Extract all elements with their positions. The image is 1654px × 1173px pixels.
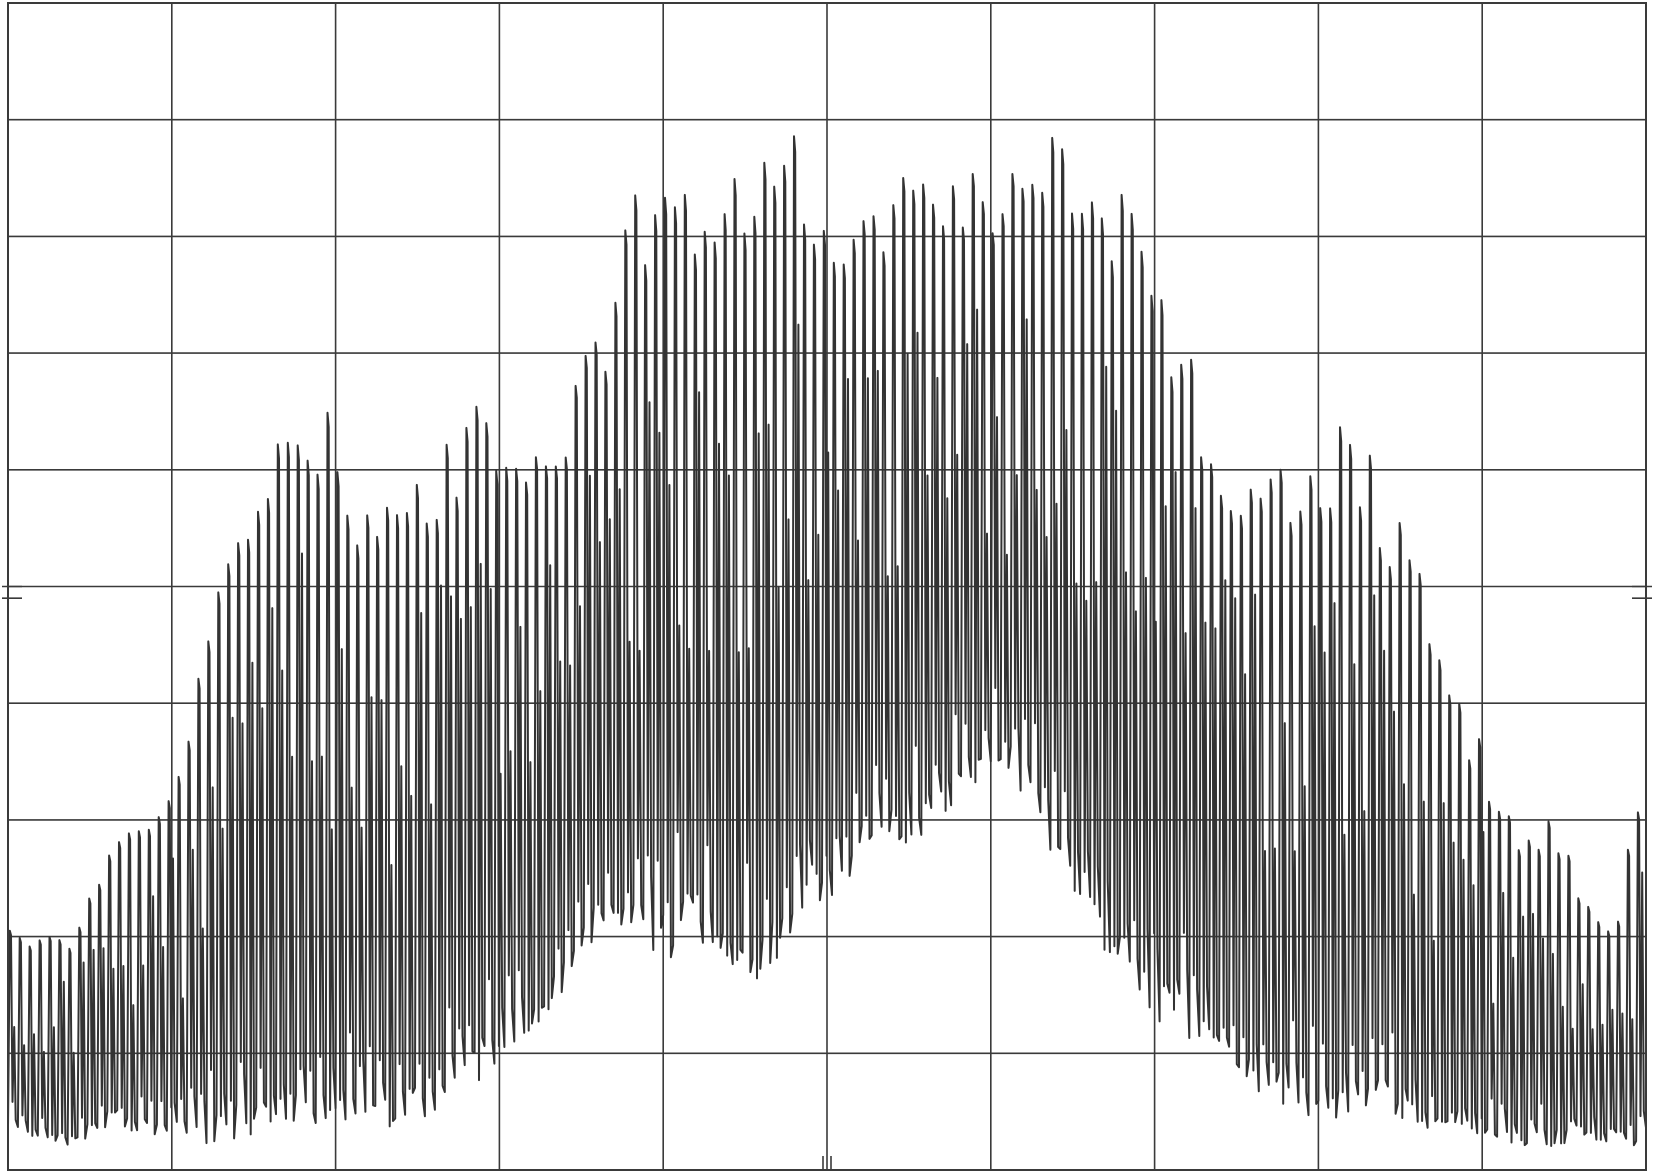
series-line [7, 135, 1647, 1147]
series-layer [7, 135, 1647, 1147]
